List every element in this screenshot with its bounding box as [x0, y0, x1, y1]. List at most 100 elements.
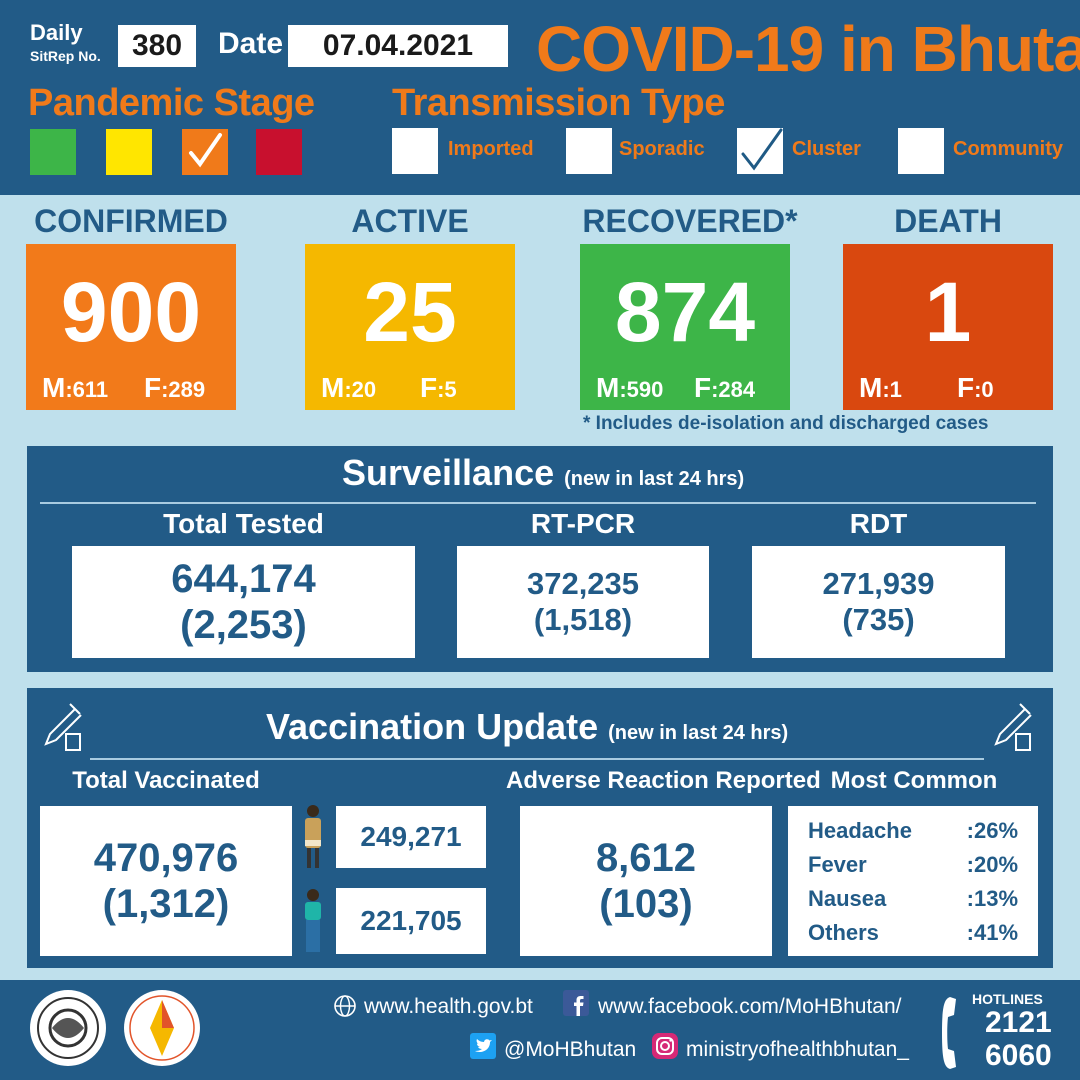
reaction-percent: :20% — [966, 852, 1018, 877]
death-female: F:0 — [957, 372, 994, 404]
sporadic-label: Sporadic — [619, 138, 705, 160]
twitter-handle[interactable]: @MoHBhutan — [504, 1038, 637, 1061]
confirmed-female: F:289 — [144, 372, 205, 404]
imported-checkbox — [392, 128, 438, 174]
website-link[interactable]: www.health.gov.bt — [364, 995, 533, 1018]
female-symbol: F — [420, 372, 438, 403]
rdt-new: (735) — [842, 602, 915, 637]
total-vaccinated-box: 470,976 (1,312) — [40, 806, 292, 956]
hotline-number[interactable]: 2121 — [985, 1006, 1052, 1039]
recovered-card: 874 M:590 F:284 — [580, 244, 790, 410]
confirmed-value: 900 — [60, 265, 202, 359]
recovered-male-count: :590 — [619, 377, 664, 402]
active-value: 25 — [363, 265, 457, 359]
community-label: Community — [953, 138, 1063, 160]
adverse-reaction-label: Adverse Reaction Reported — [506, 767, 821, 794]
male-symbol: M — [42, 372, 66, 403]
recovered-heading: RECOVERED* — [582, 203, 798, 239]
confirmed-male-count: :611 — [65, 377, 109, 402]
recovered-value: 874 — [614, 265, 756, 359]
rdt-value: 271,939 — [822, 566, 935, 602]
death-heading: DEATH — [894, 203, 1002, 239]
adverse-reaction-value: 8,612 — [595, 836, 697, 880]
death-card: 1 M:1 F:0 — [843, 244, 1053, 410]
health-logo — [124, 990, 200, 1066]
recovered-male: M:590 — [596, 372, 663, 404]
total-tested-new: (2,253) — [180, 603, 307, 647]
adverse-reaction-box: 8,612 (103) — [520, 806, 772, 956]
vaccination-title: Vaccination Update (new in last 24 hrs) — [266, 706, 788, 748]
active-female: F:5 — [420, 372, 457, 404]
phone-icon — [942, 997, 956, 1069]
list-item: Headache:26% — [808, 814, 1018, 848]
total-tested-value: 644,174 — [171, 557, 316, 601]
date-label: Date — [218, 27, 284, 60]
recovered-female: F:284 — [694, 372, 755, 404]
rt-pcr-label: RT-PCR — [530, 508, 636, 539]
death-female-count: :0 — [974, 377, 994, 402]
active-male-count: :20 — [344, 377, 377, 402]
female-symbol: F — [694, 372, 712, 403]
female-vaccinated-value: 221,705 — [336, 888, 486, 954]
hotline-number[interactable]: 6060 — [985, 1039, 1052, 1072]
total-tested-label: Total Tested — [163, 508, 324, 539]
vaccination-subtitle: (new in last 24 hrs) — [608, 722, 789, 744]
active-heading: ACTIVE — [351, 203, 469, 239]
list-item: Nausea:13% — [808, 882, 1018, 916]
reaction-percent: :41% — [966, 920, 1018, 945]
checkmark-icon — [741, 128, 783, 171]
instagram-handle[interactable]: ministryofhealthbhutan_ — [686, 1038, 909, 1061]
instagram-icon — [652, 1033, 678, 1059]
adverse-reaction-new: (103) — [599, 882, 693, 926]
surveillance-title-text: Surveillance — [342, 452, 555, 493]
most-common-label: Most Common — [830, 767, 998, 794]
ministry-emblem-logo — [30, 990, 106, 1066]
active-male: M:20 — [321, 372, 376, 404]
recovered-female-count: :284 — [711, 377, 756, 402]
checkmark-icon — [189, 133, 222, 168]
surveillance-subtitle: (new in last 24 hrs) — [564, 468, 745, 490]
female-symbol: F — [957, 372, 975, 403]
rt-pcr-box: 372,235 (1,518) — [457, 546, 709, 658]
reaction-name: Others — [808, 920, 879, 945]
transmission-type-title: Transmission Type — [392, 82, 725, 124]
rdt-box: 271,939 (735) — [752, 546, 1005, 658]
confirmed-card: 900 M:611 F:289 — [26, 244, 236, 410]
total-tested-box: 644,174 (2,253) — [72, 546, 415, 658]
surveillance-title: Surveillance (new in last 24 hrs) — [342, 452, 744, 494]
most-common-box: Headache:26% Fever :20% Nausea:13% Others… — [788, 806, 1038, 956]
male-symbol: M — [596, 372, 620, 403]
syringe-icon — [994, 703, 1032, 751]
total-vaccinated-new: (1,312) — [102, 882, 230, 926]
death-male-count: :1 — [882, 377, 902, 402]
active-female-count: :5 — [437, 377, 457, 402]
vaccination-title-text: Vaccination Update — [266, 706, 599, 747]
stage-red-box — [256, 129, 302, 175]
sitrep-number: 380 — [118, 25, 196, 67]
stage-yellow-box — [106, 129, 152, 175]
reaction-name: Headache — [808, 818, 912, 843]
globe-icon — [334, 995, 356, 1017]
syringe-icon — [44, 703, 82, 751]
sitrep-label: SitRep No. — [30, 48, 101, 64]
twitter-icon — [470, 1033, 496, 1059]
sporadic-checkbox — [566, 128, 612, 174]
facebook-link[interactable]: www.facebook.com/MoHBhutan/ — [598, 995, 902, 1018]
death-male: M:1 — [859, 372, 902, 404]
total-vaccinated-value: 470,976 — [93, 836, 239, 880]
stage-orange-box — [182, 129, 228, 175]
stage-green-box — [30, 129, 76, 175]
confirmed-female-count: :289 — [161, 377, 206, 402]
reaction-percent: :13% — [966, 886, 1018, 911]
male-figure-icon — [305, 805, 321, 868]
reaction-name: Fever — [808, 852, 867, 877]
male-vaccinated-value: 249,271 — [336, 806, 486, 868]
list-item: Fever :20% — [808, 848, 1018, 882]
community-checkbox — [898, 128, 944, 174]
hotlines-label: HOTLINES — [972, 991, 1043, 1007]
confirmed-heading: CONFIRMED — [34, 203, 228, 239]
recovered-footnote: * Includes de-isolation and discharged c… — [583, 413, 989, 434]
divider — [40, 502, 1036, 504]
active-card: 25 M:20 F:5 — [305, 244, 515, 410]
imported-label: Imported — [448, 138, 534, 160]
